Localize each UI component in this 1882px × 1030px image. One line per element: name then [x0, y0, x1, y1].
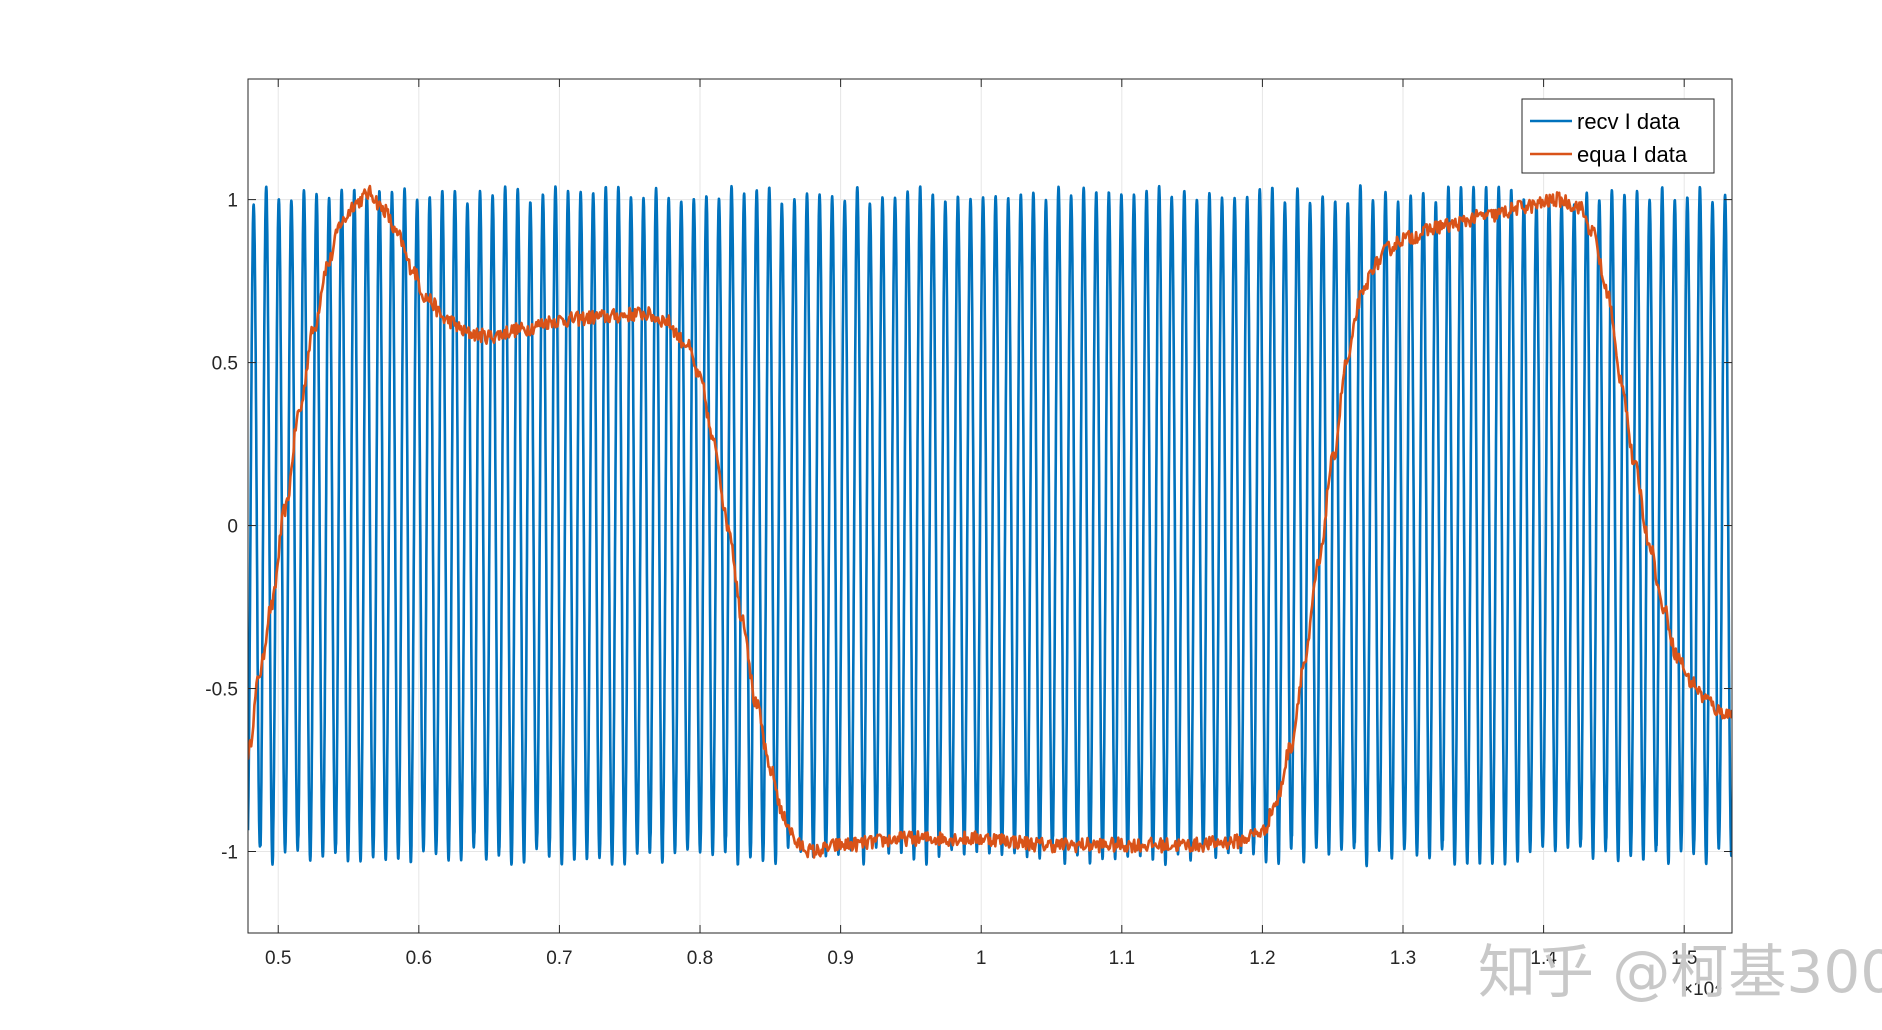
y-ticks: 1 0.5 0 -0.5 -1: [205, 191, 1732, 864]
x-exponent-label: ×10⁴: [1682, 979, 1722, 1000]
legend-entry-equa-i-data: equa I data: [1577, 142, 1688, 167]
y-tick-label: -1: [221, 843, 238, 864]
axes-frame: [247, 78, 1733, 934]
series-line-equa-i-data: [248, 184, 1732, 859]
legend: recv I data equa I data: [1521, 98, 1715, 174]
x-tick-label: 0.8: [687, 948, 713, 969]
x-tick-label: 1.5: [1671, 948, 1697, 969]
x-tick-label: 0.7: [546, 948, 572, 969]
x-tick-label: 1: [976, 948, 987, 969]
watermark-text: 知乎 @柯基300: [1478, 938, 1882, 1006]
x-tick-label: 1.2: [1249, 948, 1275, 969]
x-tick-label: 1.4: [1530, 948, 1557, 969]
x-tick-label: 1.3: [1390, 948, 1416, 969]
x-tick-label: 0.5: [265, 948, 291, 969]
y-tick-label: 0.5: [212, 354, 238, 375]
x-tick-label: 0.6: [406, 948, 432, 969]
x-tick-label: 0.9: [827, 948, 853, 969]
plot-area: 0.5 0.6 0.7 0.8 0.9 1 1.1 1.2 1.3 1.4 1.5 1 0.5 0 -0.…: [205, 78, 1733, 1000]
x-ticks: 0.5 0.6 0.7 0.8 0.9 1 1.1 1.2 1.3 1.4 1.5: [265, 79, 1697, 969]
y-tick-label: 0: [227, 517, 238, 538]
y-tick-label: -0.5: [205, 680, 238, 701]
y-tick-label: 1: [227, 191, 238, 212]
legend-box: [1521, 98, 1715, 174]
x-tick-label: 1.1: [1109, 948, 1135, 969]
legend-entry-recv-i-data: recv I data: [1577, 109, 1680, 134]
